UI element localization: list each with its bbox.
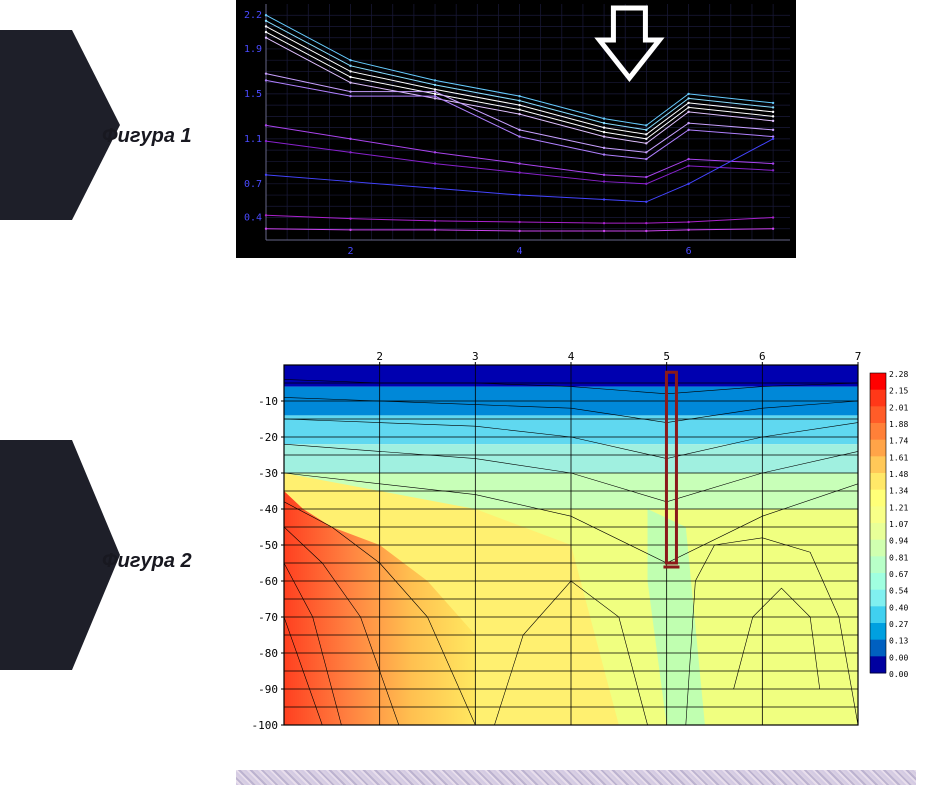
svg-text:1.48: 1.48: [889, 470, 908, 479]
figure-1-label: Фигура 1: [102, 125, 192, 148]
svg-text:0.13: 0.13: [889, 637, 908, 646]
svg-text:1.74: 1.74: [889, 437, 908, 446]
svg-text:1.88: 1.88: [889, 420, 908, 429]
svg-text:-30: -30: [258, 467, 278, 480]
svg-text:1.21: 1.21: [889, 503, 908, 512]
svg-text:0.94: 0.94: [889, 537, 908, 546]
svg-text:-70: -70: [258, 611, 278, 624]
svg-text:0.40: 0.40: [889, 603, 908, 612]
svg-text:1.61: 1.61: [889, 453, 908, 462]
svg-text:-20: -20: [258, 431, 278, 444]
heatmap-svg: 2 3 4 5 6 7 -10 -20 -30 -40 -50 -60 -70 -80 -90 -100 2.…: [236, 345, 916, 735]
line-chart-svg: 0.4 0.7 1.1 1.5 1.9 2.2 2 4 6: [236, 0, 796, 258]
svg-text:0.7: 0.7: [244, 179, 262, 190]
svg-text:6: 6: [759, 350, 766, 363]
svg-text:0.00: 0.00: [889, 670, 908, 679]
svg-text:1.1: 1.1: [244, 134, 262, 145]
figure-2-label: Фигура 2: [102, 550, 192, 573]
svg-text:1.34: 1.34: [889, 487, 908, 496]
svg-text:0.00: 0.00: [889, 653, 908, 662]
svg-text:2: 2: [348, 246, 354, 257]
svg-text:2.28: 2.28: [889, 370, 908, 379]
svg-text:1.07: 1.07: [889, 520, 908, 529]
svg-text:-100: -100: [252, 719, 279, 732]
svg-text:0.4: 0.4: [244, 213, 262, 224]
svg-text:0.54: 0.54: [889, 587, 908, 596]
svg-text:-80: -80: [258, 647, 278, 660]
svg-text:-90: -90: [258, 683, 278, 696]
svg-text:3: 3: [472, 350, 479, 363]
svg-text:1.5: 1.5: [244, 89, 262, 100]
svg-text:-50: -50: [258, 539, 278, 552]
line-chart-figure-1: 0.4 0.7 1.1 1.5 1.9 2.2 2 4 6: [236, 0, 796, 258]
svg-text:2.15: 2.15: [889, 387, 908, 396]
svg-text:7: 7: [855, 350, 862, 363]
svg-text:4: 4: [568, 350, 575, 363]
contour-heatmap-figure-2: 2 3 4 5 6 7 -10 -20 -30 -40 -50 -60 -70 -80 -90 -100 2.…: [236, 345, 916, 735]
svg-text:-60: -60: [258, 575, 278, 588]
svg-text:-10: -10: [258, 395, 278, 408]
svg-text:5: 5: [663, 350, 670, 363]
svg-text:4: 4: [517, 246, 523, 257]
decorative-noise-bar: [236, 770, 916, 785]
svg-text:0.81: 0.81: [889, 553, 908, 562]
svg-text:0.67: 0.67: [889, 570, 908, 579]
svg-text:2.2: 2.2: [244, 10, 262, 21]
svg-text:2: 2: [376, 350, 383, 363]
svg-text:0.27: 0.27: [889, 620, 908, 629]
svg-text:1.9: 1.9: [244, 44, 262, 55]
svg-text:6: 6: [686, 246, 692, 257]
svg-text:-40: -40: [258, 503, 278, 516]
svg-text:2.01: 2.01: [889, 403, 908, 412]
